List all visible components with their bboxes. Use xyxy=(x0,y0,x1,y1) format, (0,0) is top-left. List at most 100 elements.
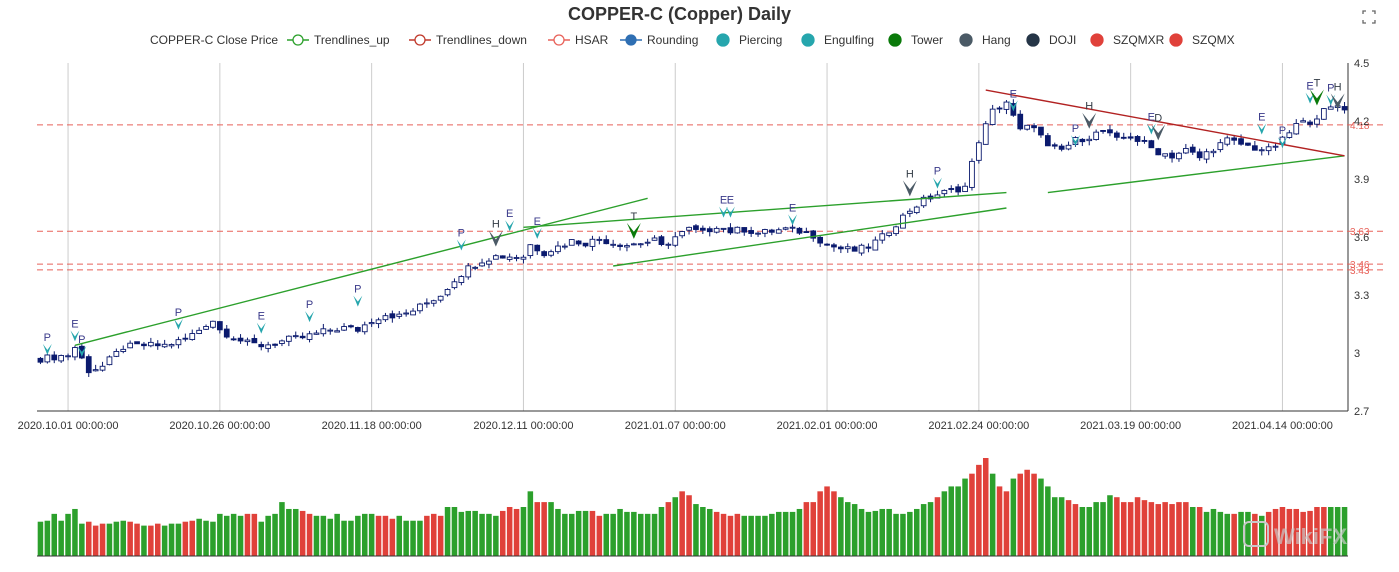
candle xyxy=(1182,143,1189,155)
legend-item-tower[interactable]: Tower xyxy=(884,31,943,49)
volume-bar xyxy=(755,515,761,556)
candle xyxy=(948,185,955,193)
candle-body xyxy=(499,255,506,259)
signal-letter: P xyxy=(78,334,85,346)
candle-body xyxy=(58,355,65,362)
candle xyxy=(1107,125,1113,137)
volume-bar xyxy=(658,507,665,556)
volume-bar xyxy=(976,464,982,556)
candle xyxy=(1086,135,1093,146)
candle-body xyxy=(479,262,485,267)
piercing-arrow-icon xyxy=(77,345,87,357)
signal-piercing-marker: P xyxy=(42,332,52,355)
candle xyxy=(568,239,575,246)
legend-item-szqmx[interactable]: SZQMX xyxy=(1165,31,1235,49)
candle xyxy=(1307,119,1313,128)
candle-body xyxy=(1231,137,1238,141)
legend-item-hsar[interactable]: HSAR xyxy=(548,31,608,49)
engulfing-arrow-icon xyxy=(1257,123,1267,135)
legend-item-copper-c-close-price[interactable]: COPPER-C Close Price xyxy=(150,31,278,49)
candle xyxy=(803,227,810,234)
volume-bar xyxy=(1072,504,1079,556)
candle-body xyxy=(658,236,665,245)
signal-letter: E xyxy=(1148,112,1155,124)
signal-letter: E xyxy=(1258,112,1265,124)
volume-bar xyxy=(734,513,741,556)
candle-body xyxy=(1148,140,1155,149)
candle-body xyxy=(810,230,817,239)
candle-body xyxy=(492,255,499,260)
volume-bar xyxy=(1286,508,1293,556)
candle xyxy=(210,320,216,329)
candle-body xyxy=(244,339,251,343)
volume-bar xyxy=(465,510,472,556)
candle xyxy=(858,243,865,256)
candle-body xyxy=(1003,101,1010,110)
y-tick-label: 3.3 xyxy=(1354,290,1369,302)
candle-body xyxy=(272,343,278,346)
candle xyxy=(396,310,403,319)
candle-body xyxy=(65,355,71,358)
candle-body xyxy=(396,313,403,317)
candle xyxy=(603,235,610,245)
signal-letter: P xyxy=(306,299,313,311)
legend-symbol-icon xyxy=(716,33,730,47)
candle-body xyxy=(1017,113,1024,130)
candle-body xyxy=(775,229,782,234)
signal-engulfing-marker: E xyxy=(788,202,798,226)
legend-item-doji[interactable]: DOJI xyxy=(1022,31,1076,49)
legend-item-trendlines-down[interactable]: Trendlines_down xyxy=(409,31,527,49)
candle xyxy=(451,278,458,290)
candle-body xyxy=(368,322,375,325)
signal-piercing-marker: P xyxy=(1277,125,1287,149)
candle-body xyxy=(348,325,354,328)
legend-label: COPPER-C Close Price xyxy=(150,33,279,47)
legend-item-hang[interactable]: Hang xyxy=(955,31,1011,49)
volume-bar xyxy=(1010,478,1017,556)
volume-bar xyxy=(527,491,534,556)
candle xyxy=(444,288,451,297)
candle xyxy=(1058,143,1065,152)
legend-item-szqmxr[interactable]: SZQMXR xyxy=(1086,31,1164,49)
signal-hang-marker: H xyxy=(1330,81,1345,110)
candle xyxy=(975,140,982,164)
candle xyxy=(741,227,748,236)
volume-bar xyxy=(665,502,672,556)
candle xyxy=(748,226,755,237)
candle-body xyxy=(430,300,437,304)
volume-bar xyxy=(1093,502,1099,556)
volume-bar xyxy=(941,491,948,556)
candle-body xyxy=(1169,152,1175,159)
volume-bar xyxy=(182,521,189,556)
candle xyxy=(1217,139,1224,153)
engulfing-arrow-icon xyxy=(719,206,729,218)
legend-item-rounding[interactable]: Rounding xyxy=(620,31,698,49)
candle xyxy=(147,337,154,348)
candle xyxy=(775,227,782,234)
signal-engulfing-marker: E xyxy=(725,195,735,218)
volume-bar xyxy=(700,507,706,556)
candle xyxy=(713,226,720,234)
candle-body xyxy=(837,246,844,250)
candle-body xyxy=(210,320,216,328)
candle-body xyxy=(182,337,189,340)
candle xyxy=(1258,146,1265,156)
candle xyxy=(658,234,665,247)
volume-bar xyxy=(969,473,975,556)
candle-body xyxy=(127,342,134,349)
volume-bar xyxy=(989,473,996,556)
legend-item-trendlines-up[interactable]: Trendlines_up xyxy=(287,31,390,49)
signal-letter: E xyxy=(789,202,796,214)
candle xyxy=(920,194,927,208)
candle-body xyxy=(306,333,313,340)
legend-item-piercing[interactable]: Piercing xyxy=(712,31,782,49)
candle-body xyxy=(437,295,444,301)
candle xyxy=(520,254,527,264)
volume-bar xyxy=(403,520,409,556)
candle xyxy=(354,326,361,334)
signal-letter: E xyxy=(1306,81,1313,93)
save-as-image-icon[interactable] xyxy=(1362,10,1376,24)
legend-item-engulfing[interactable]: Engulfing xyxy=(797,31,874,49)
candle-body xyxy=(1113,132,1120,138)
engulfing-arrow-icon xyxy=(70,330,80,342)
